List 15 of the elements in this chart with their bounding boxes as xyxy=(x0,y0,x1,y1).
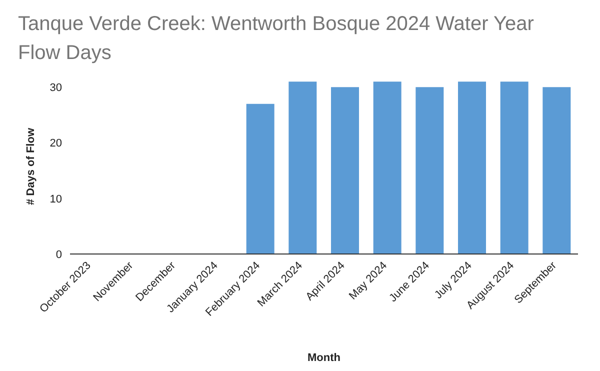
bar xyxy=(416,87,444,254)
bar xyxy=(542,87,571,254)
y-axis-title: # Days of Flow xyxy=(24,128,37,205)
bar xyxy=(373,82,402,254)
bar xyxy=(458,82,486,254)
y-tick-label: 20 xyxy=(50,138,62,150)
y-tick-label: 0 xyxy=(56,248,62,261)
y-tick-label: 10 xyxy=(50,193,62,206)
bar xyxy=(500,82,528,254)
x-axis-title: Month xyxy=(308,352,341,364)
bar xyxy=(288,82,317,254)
chart-title: Tanque Verde Creek: Wentworth Bosque 2024 Water Year Flow Days xyxy=(18,12,535,66)
bar xyxy=(246,104,274,254)
bar xyxy=(331,87,359,254)
y-tick-label: 30 xyxy=(50,82,62,94)
